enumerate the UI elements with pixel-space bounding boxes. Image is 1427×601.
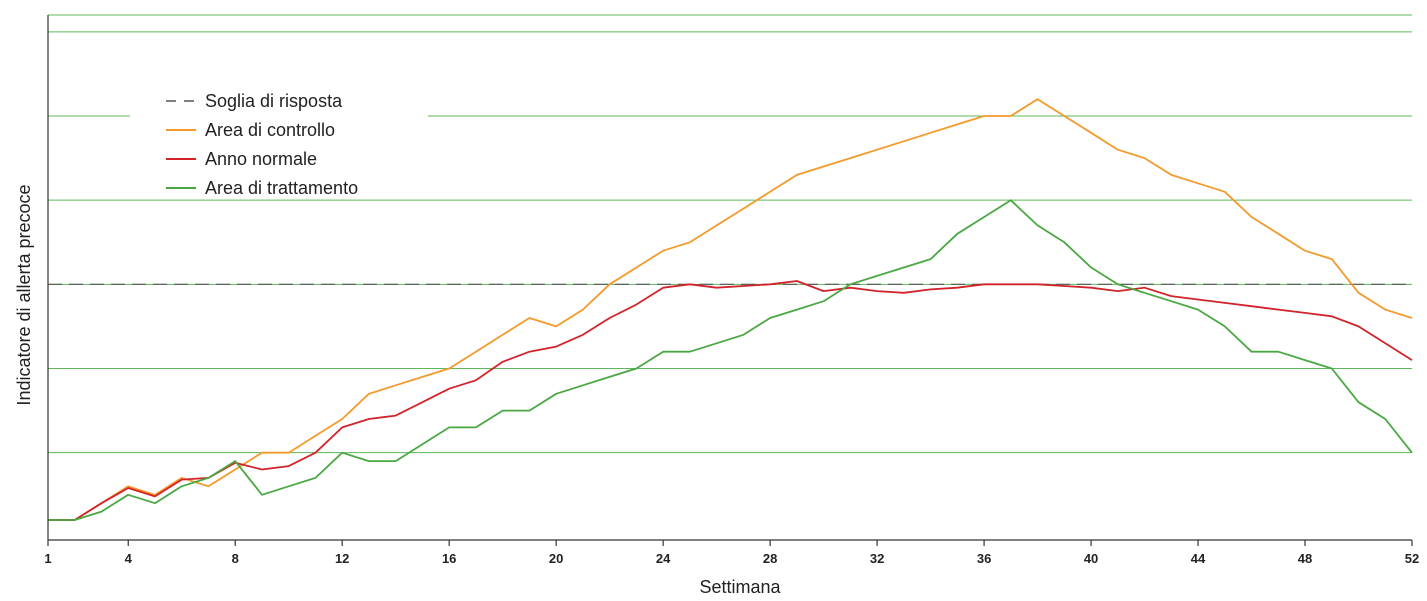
axes: 1 4 8 12 16 20 24 28 32 36 40 44 48 52 [44,15,1419,566]
x-tick-label: 8 [232,551,239,566]
x-tick-label: 24 [656,551,671,566]
x-tick-label: 40 [1084,551,1098,566]
x-tick-label: 20 [549,551,563,566]
x-axis-title: Settimana [699,577,781,597]
legend-label: Soglia di risposta [205,91,343,111]
legend-label: Anno normale [205,149,317,169]
x-tick-label: 1 [44,551,51,566]
x-tick-label: 32 [870,551,884,566]
legend-label: Area di trattamento [205,178,358,198]
legend-label: Area di controllo [205,120,335,140]
legend: Soglia di risposta Area di controllo Anno … [166,91,358,198]
x-tick-label: 36 [977,551,991,566]
x-tick-label: 44 [1191,551,1206,566]
series-line-area-di-controllo [48,98,1413,521]
x-tick-label: 28 [763,551,777,566]
x-tick-label: 48 [1298,551,1312,566]
y-axis-title: Indicatore di allerta precoce [14,184,34,405]
series-line-anno-normale [48,280,1413,521]
series-lines [48,98,1413,521]
gridlines [48,14,1412,454]
x-tick-label: 52 [1405,551,1419,566]
series-line-area-di-trattamento [48,199,1413,521]
x-tick-label: 4 [125,551,133,566]
x-tick-label: 12 [335,551,349,566]
x-tick-label: 16 [442,551,456,566]
